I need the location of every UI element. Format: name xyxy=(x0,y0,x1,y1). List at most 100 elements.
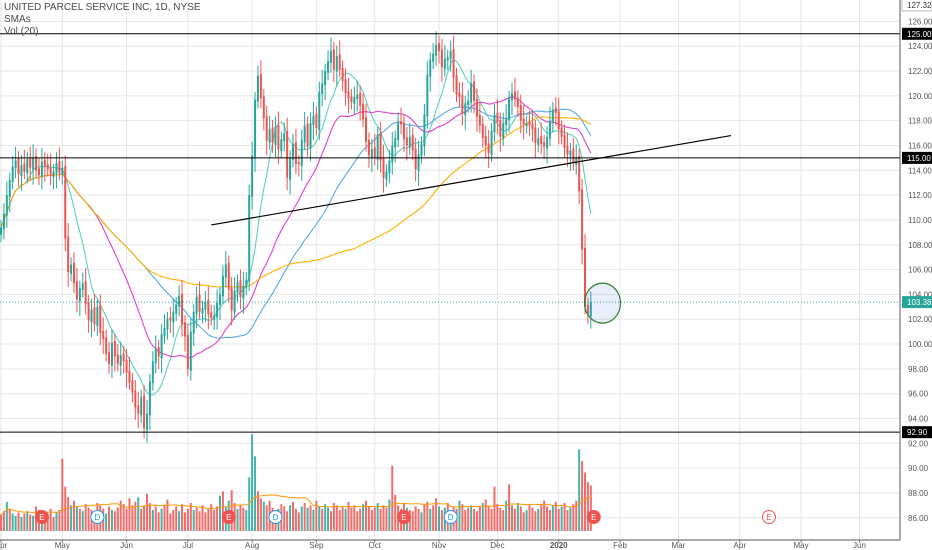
candle-body xyxy=(300,140,303,166)
volume-bar xyxy=(207,508,210,531)
volume-bar xyxy=(2,511,5,531)
volume-bar xyxy=(251,434,254,531)
volume-bar xyxy=(61,458,64,531)
volume-bar xyxy=(484,499,487,531)
volume-bar xyxy=(157,512,160,531)
candle-body xyxy=(402,122,405,140)
last-price-tag xyxy=(902,296,932,309)
candle-body xyxy=(356,94,359,99)
candle-body xyxy=(505,118,508,126)
candle-body xyxy=(262,96,265,119)
candle-body xyxy=(382,158,385,178)
candle-body xyxy=(540,136,543,145)
volume-bar xyxy=(321,508,324,531)
candle-body xyxy=(49,167,52,176)
candle-body xyxy=(359,92,362,106)
last-price-label: 103.38 xyxy=(907,298,932,307)
candle-body xyxy=(528,121,531,126)
volume-bar xyxy=(560,506,563,531)
volume-bar xyxy=(496,504,499,531)
candle-body xyxy=(230,287,233,311)
volume-bar xyxy=(70,505,73,531)
event-marker-label: E xyxy=(401,513,406,522)
candle-body xyxy=(478,115,481,126)
candle-body xyxy=(52,171,55,178)
candle-body xyxy=(186,334,189,369)
candle-body xyxy=(46,164,49,170)
candle-body xyxy=(189,331,192,371)
volume-bar xyxy=(195,507,198,531)
volume-bar xyxy=(213,510,216,531)
event-marker-label: D xyxy=(448,513,454,522)
volume-bar xyxy=(578,449,581,531)
candle-body xyxy=(367,139,370,156)
price-level-label: 92.90 xyxy=(907,428,928,437)
volume-bar xyxy=(256,491,259,531)
volume-bar xyxy=(116,507,119,531)
volume-bar xyxy=(569,507,572,531)
highlight-circle xyxy=(583,282,622,324)
candle-body xyxy=(297,162,300,165)
candle-body xyxy=(432,53,435,62)
volume-bar xyxy=(17,512,20,531)
y-tick-label: 116.00 xyxy=(908,141,932,150)
candle-body xyxy=(531,123,534,130)
volume-bar xyxy=(481,503,484,531)
volume-bar xyxy=(151,510,154,531)
candle-body xyxy=(23,163,26,172)
volume-bar xyxy=(52,517,55,531)
candle-body xyxy=(525,123,528,127)
candle-body xyxy=(14,160,17,169)
candle-body xyxy=(575,157,578,165)
candle-body xyxy=(324,71,327,86)
volume-bar xyxy=(470,505,473,531)
volume-bar xyxy=(5,501,8,531)
candle-body xyxy=(166,319,169,330)
candle-body xyxy=(534,127,537,143)
sma-legend-label[interactable]: SMAs xyxy=(4,14,31,25)
candle-body xyxy=(341,67,344,81)
volume-bar xyxy=(183,512,186,531)
volume-bar xyxy=(169,513,172,531)
volume-bar xyxy=(572,504,575,531)
volume-legend-label[interactable]: Vol (20) xyxy=(4,26,39,37)
volume-bar xyxy=(350,507,353,531)
candle-body xyxy=(502,123,505,139)
volume-bar xyxy=(359,508,362,531)
candle-body xyxy=(134,390,137,408)
candle-body xyxy=(376,134,379,160)
volume-bar xyxy=(110,510,113,531)
candle-body xyxy=(423,114,426,147)
candle-body xyxy=(329,51,332,63)
candle-body xyxy=(543,142,546,147)
earnings-marker xyxy=(586,510,601,524)
candle-body xyxy=(508,98,511,121)
volume-bar xyxy=(242,507,245,531)
candle-body xyxy=(17,158,20,175)
candle-body xyxy=(449,51,452,60)
x-tick-label: Jul xyxy=(183,541,193,550)
volume-bar xyxy=(438,506,440,531)
event-marker-label: E xyxy=(591,513,596,522)
volume-bar xyxy=(519,506,522,531)
candle-body xyxy=(572,148,575,163)
volume-bar xyxy=(566,510,569,531)
candle-body xyxy=(84,281,87,305)
volume-bar xyxy=(294,508,297,531)
candle-body xyxy=(566,146,569,155)
candle-body xyxy=(280,139,283,152)
volume-bar xyxy=(385,507,388,531)
y-tick-label: 126.00 xyxy=(908,17,932,26)
volume-bar xyxy=(487,506,490,531)
candle-body xyxy=(239,280,242,297)
y-tick-label: 120.00 xyxy=(908,92,932,101)
volume-bar xyxy=(49,508,52,531)
volume-bar xyxy=(464,510,467,531)
candle-body xyxy=(201,308,204,314)
volume-bar xyxy=(461,504,464,531)
volume-bar xyxy=(543,500,546,531)
candle-body xyxy=(350,96,353,103)
volume-bar xyxy=(516,503,519,531)
candle-body xyxy=(61,167,64,175)
